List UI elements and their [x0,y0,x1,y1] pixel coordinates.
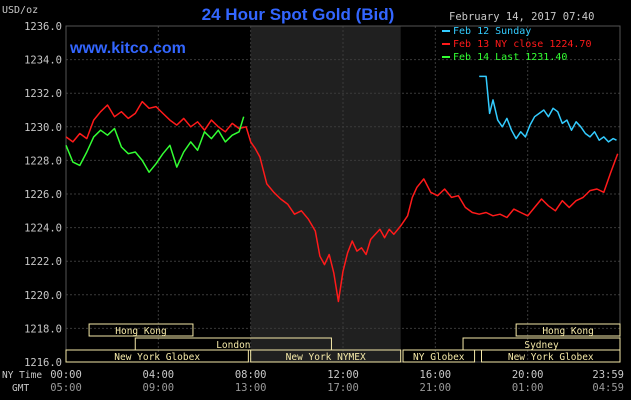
y-tick-label: 1216.0 [24,357,62,369]
x-row-label-ny: NY Time [2,370,42,381]
x-tick-label-gmt: 04:59 [592,382,624,394]
unit-label: USD/oz [2,5,38,16]
x-tick-label-gmt: 13:00 [235,382,267,394]
market-session-label: New York Globex [508,352,594,363]
y-tick-label: 1220.0 [24,290,62,302]
market-session-label: London [216,340,250,351]
market-session-label: New York NYMEX [286,352,366,363]
market-session-box [250,349,402,363]
x-tick-label-ny: 23:59 [592,369,624,381]
y-tick-label: 1228.0 [24,155,62,167]
y-tick-label: 1236.0 [24,21,62,33]
x-row-label-gmt: GMT [12,383,29,394]
y-tick-label: 1218.0 [24,323,62,335]
x-tick-label-gmt: 09:00 [143,382,175,394]
market-session-box [481,349,621,363]
market-session-label: Sydney [524,340,559,351]
chart-title: 24 Hour Spot Gold (Bid) [202,5,395,24]
y-tick-label: 1224.0 [24,223,62,235]
legend-entry: Feb 14 Last 1231.40 [453,52,567,63]
market-session-label: NY Globex [413,352,465,363]
watermark: www.kitco.com [69,40,186,57]
y-axis: 1236.0 1234.0 1232.0 1230.0 1228.0 1226.0 1224… [24,21,62,369]
x-tick-label-ny: 12:00 [327,369,359,381]
series-line-3 [65,116,245,173]
x-tick-label-ny: 20:00 [512,369,544,381]
y-tick-label: 1230.0 [24,122,62,134]
series-line-1 [479,75,617,143]
series-layer [65,75,619,303]
market-session-box [88,323,194,337]
chart-legend: Feb 12 Sunday Feb 13 NY close 1224.70 Feb … [442,26,591,63]
market-session-box [402,349,476,363]
x-tick-label-gmt: 01:00 [512,382,544,394]
market-session-box [515,323,621,337]
x-tick-label-gmt: 05:00 [50,382,82,394]
market-session-box [65,349,249,363]
timestamp: February 14, 2017 07:40 [449,11,594,23]
legend-entry: Feb 12 Sunday [453,26,531,37]
x-tick-label-gmt: 17:00 [327,382,359,394]
series-line-2 [65,100,619,303]
y-tick-label: 1226.0 [24,189,62,201]
x-tick-label-ny: 16:00 [420,369,452,381]
x-tick-label-ny: 00:00 [50,369,82,381]
market-session-label: Hong Kong [542,326,593,337]
legend-entry: Feb 13 NY close 1224.70 [453,39,591,50]
x-tick-label-gmt: 21:00 [420,382,452,394]
market-session-label: New York Globex [114,352,200,363]
market-session-label: Hong Kong [115,326,166,337]
x-tick-label-ny: 08:00 [235,369,267,381]
y-tick-label: 1222.0 [24,256,62,268]
y-tick-label: 1232.0 [24,88,62,100]
y-tick-label: 1234.0 [24,55,62,67]
x-tick-label-ny: 04:00 [143,369,175,381]
